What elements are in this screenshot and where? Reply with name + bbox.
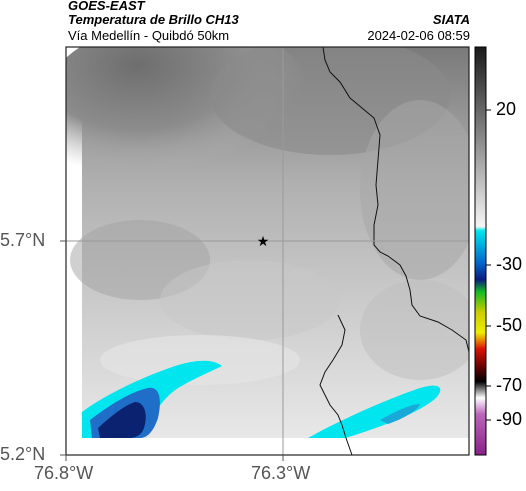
cold-cloud-east (308, 385, 441, 438)
colorbar-label: -30 (496, 254, 523, 274)
lat-tick-label: 5.7°N (0, 230, 46, 250)
location-star-icon: ★ (257, 234, 270, 250)
lat-tick-label: 5.2°N (0, 444, 46, 464)
product-title: Temperatura de Brillo CH13 (68, 12, 239, 27)
satellite-name: GOES-EAST (68, 0, 145, 13)
lon-tick-label: 76.8°W (34, 463, 94, 483)
timestamp: 2024-02-06 08:59 (367, 28, 470, 43)
colorbar-label: -90 (496, 409, 523, 429)
brightness-temperature-field: ★ (66, 47, 469, 455)
organization-label: SIATA (432, 12, 470, 27)
border-line-north (322, 47, 469, 353)
border-line-south (319, 314, 353, 455)
region-subtitle: Vía Medellín - Quibdó 50km (68, 28, 230, 43)
colorbar (474, 46, 487, 456)
lon-tick-label: 76.3°W (251, 463, 311, 483)
colorbar-label: -70 (496, 375, 523, 395)
map-frame (65, 46, 470, 456)
colorbar-label: 20 (496, 99, 517, 119)
colorbar-label: -50 (496, 315, 523, 335)
